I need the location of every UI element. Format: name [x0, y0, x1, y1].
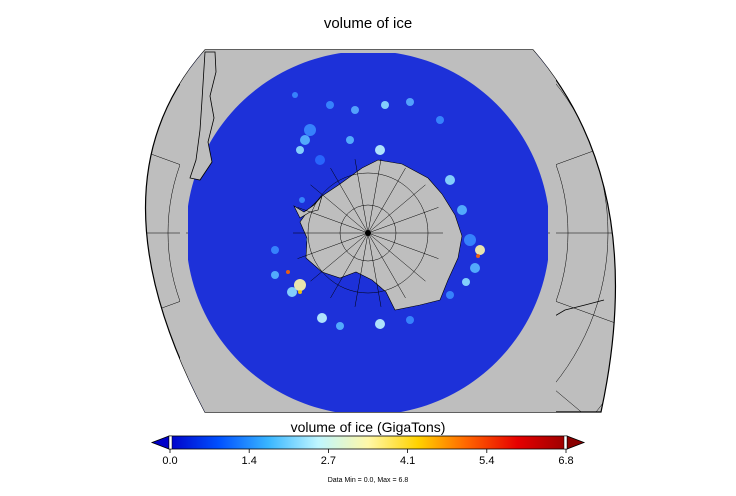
ice-cell: [298, 290, 302, 294]
ice-cell: [406, 98, 414, 106]
antarctic-peninsula: [293, 195, 323, 219]
colorbar-tick-label: 0.0: [162, 455, 178, 467]
colorbar-tick-label: 5.4: [479, 455, 495, 467]
colorbar-tick-label: 6.8: [558, 455, 574, 467]
inner-graticule: [293, 159, 443, 307]
ice-cell: [457, 205, 467, 215]
ice-cell: [287, 287, 297, 297]
inner-meridian: [367, 167, 406, 234]
ice-cell: [292, 92, 298, 98]
ice-cell: [475, 245, 485, 255]
ice-cell: [351, 106, 359, 114]
ice-cell: [317, 313, 327, 323]
ice-cell: [286, 270, 290, 274]
inner-meridian: [367, 232, 382, 307]
inner-meridian: [367, 232, 406, 299]
ice-cell: [326, 101, 334, 109]
colorbar-over-arrow: [566, 435, 586, 450]
inner-meridian: [367, 207, 439, 234]
ice-cell: [300, 135, 310, 145]
ice-cell: [271, 271, 279, 279]
inner-meridian: [330, 232, 369, 299]
colorbar: [150, 435, 586, 453]
inner-meridian: [354, 159, 369, 234]
ice-cell: [464, 234, 476, 246]
inner-meridian: [310, 232, 369, 282]
map-title: volume of ice: [323, 15, 413, 32]
ice-blobs: [271, 92, 485, 330]
ice-cell: [299, 197, 305, 203]
colorbar-tick-label: 2.7: [320, 455, 337, 467]
ice-cell: [375, 145, 385, 155]
antarctica: [299, 159, 463, 311]
south-america: [189, 51, 217, 181]
inner-meridian: [297, 232, 369, 259]
colorbar-under-arrow: [150, 435, 170, 450]
ice-cell: [406, 316, 414, 324]
ice-cell: [436, 116, 444, 124]
field-mask: [180, 50, 556, 412]
inner-meridian: [297, 207, 369, 234]
inner-meridian: [310, 184, 369, 234]
ice-cell: [375, 319, 385, 329]
south-pole: [365, 230, 371, 236]
colorbar-title: volume of ice (GigaTons): [290, 419, 446, 435]
field-corners: [180, 50, 556, 412]
inner-meridian: [330, 167, 369, 234]
ice-cell: [381, 101, 389, 109]
ice-cell: [304, 124, 316, 136]
colorbar-tick-label: 1.4: [241, 455, 257, 467]
colorbar-tick-label: 4.1: [399, 455, 416, 467]
inner-meridian: [354, 232, 369, 307]
inner-meridian: [367, 232, 439, 259]
inner-meridian: [367, 232, 426, 282]
data-range-note: Data Min = 0.0, Max = 6.8: [327, 477, 409, 484]
ice-cell: [271, 246, 279, 254]
ice-cell: [346, 136, 354, 144]
ice-cell: [294, 279, 306, 291]
ice-cell: [470, 263, 480, 273]
ice-cell: [296, 146, 304, 154]
ice-cell: [476, 254, 480, 258]
inner-meridian: [367, 159, 382, 234]
ice-cell: [462, 278, 470, 286]
ice-cell: [336, 322, 344, 330]
ice-cell: [446, 291, 454, 299]
ice-cell: [445, 175, 455, 185]
inner-meridian: [367, 184, 426, 234]
ice-cell: [315, 155, 325, 165]
